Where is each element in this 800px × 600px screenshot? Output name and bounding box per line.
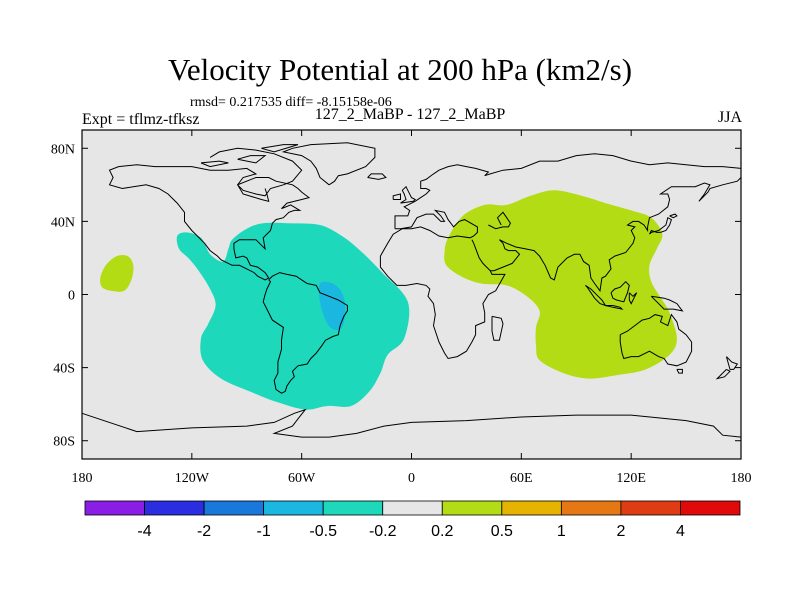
colorbar-swatch [560, 500, 622, 516]
colorbar-label: 0.2 [431, 523, 453, 540]
x-tick-label: 60W [288, 471, 316, 486]
chart-subtitle: 127_2_MaBP - 127_2_MaBP [314, 106, 506, 123]
coastline-segment [676, 368, 683, 374]
coastline-segment [367, 173, 387, 180]
contour-region-4 [318, 281, 346, 331]
colorbar-label: -0.5 [309, 523, 337, 540]
colorbar-swatch [382, 500, 443, 516]
coastline-segment [379, 209, 506, 360]
colorbar-label: 4 [676, 523, 685, 540]
x-axis: 180 120W 60W 0 60E 120E 180 [72, 130, 752, 486]
coastline-segment [108, 147, 311, 281]
coastline-segment [400, 185, 417, 204]
coastline-segment [488, 211, 511, 230]
coastline-segment [490, 177, 742, 293]
x-tick-label: 180 [72, 471, 93, 486]
y-tick-label: 80S [53, 435, 75, 450]
coastline-segment [237, 155, 267, 164]
colorbar-swatch [501, 500, 562, 516]
coastline-segment [610, 280, 630, 303]
coastline-segment [619, 313, 693, 367]
coastline-segment [649, 216, 673, 235]
contour-region-2 [100, 254, 134, 292]
x-tick-label: 180 [731, 471, 752, 486]
stats-text: rmsd= 0.217535 diff= -8.15158e-06 [190, 95, 392, 110]
chart-title: Velocity Potential at 200 hPa (km2/s) [167, 52, 633, 87]
colorbar-swatch [680, 500, 741, 516]
coastline-segment [281, 142, 376, 186]
coastline-segment [725, 356, 739, 370]
coastline-segment [200, 160, 229, 168]
y-tick-label: 40S [53, 362, 75, 377]
coastline-segment [715, 368, 731, 380]
season-label: JJA [717, 109, 742, 126]
contour-regions [100, 190, 677, 410]
colorbar-swatch [144, 500, 205, 516]
colorbar-label: -2 [197, 523, 211, 540]
coastline-segment [81, 408, 742, 438]
y-tick-label: 0 [68, 289, 75, 304]
colorbar-label: 1 [557, 523, 566, 540]
coastline-segment [650, 295, 684, 312]
x-tick-label: 0 [408, 471, 415, 486]
y-tick-label: 80N [51, 142, 75, 157]
y-tick-label: 40N [51, 215, 75, 230]
colorbar-label: -0.2 [369, 523, 397, 540]
x-tick-label: 120W [175, 471, 210, 486]
experiment-label: Expt = tflmz-tfksz [82, 111, 200, 128]
coastline-segment [261, 144, 299, 153]
colorbar-label: 2 [616, 523, 625, 540]
coastline-segment [491, 315, 504, 341]
y-axis: 80N 40N 0 40S 80S [51, 142, 741, 450]
coastline-segment [605, 305, 624, 310]
colorbar-swatch [84, 500, 145, 516]
colorbar-swatch [441, 500, 503, 516]
colorbar-label: -4 [137, 523, 151, 540]
coastlines [81, 142, 742, 438]
coastline-segment [669, 213, 678, 219]
coastline-segment [262, 272, 348, 394]
x-tick-label: 120E [616, 471, 646, 486]
colorbar-label: -1 [257, 523, 271, 540]
colorbar-swatch [322, 500, 384, 516]
colorbar-swatch [620, 500, 681, 516]
coastline-segment [628, 292, 638, 305]
coastline-segment [392, 193, 401, 200]
contour-region-3 [176, 222, 410, 410]
contour-region-1 [444, 190, 677, 379]
x-tick-label: 60E [510, 471, 533, 486]
coastline-segment [394, 153, 742, 229]
colorbar-swatch [263, 500, 324, 516]
colorbar: -4 -2 -1 -0.5 -0.2 0.2 0.5 1 2 4 [84, 500, 741, 540]
colorbar-label: 0.5 [491, 523, 513, 540]
colorbar-swatch [203, 500, 265, 516]
